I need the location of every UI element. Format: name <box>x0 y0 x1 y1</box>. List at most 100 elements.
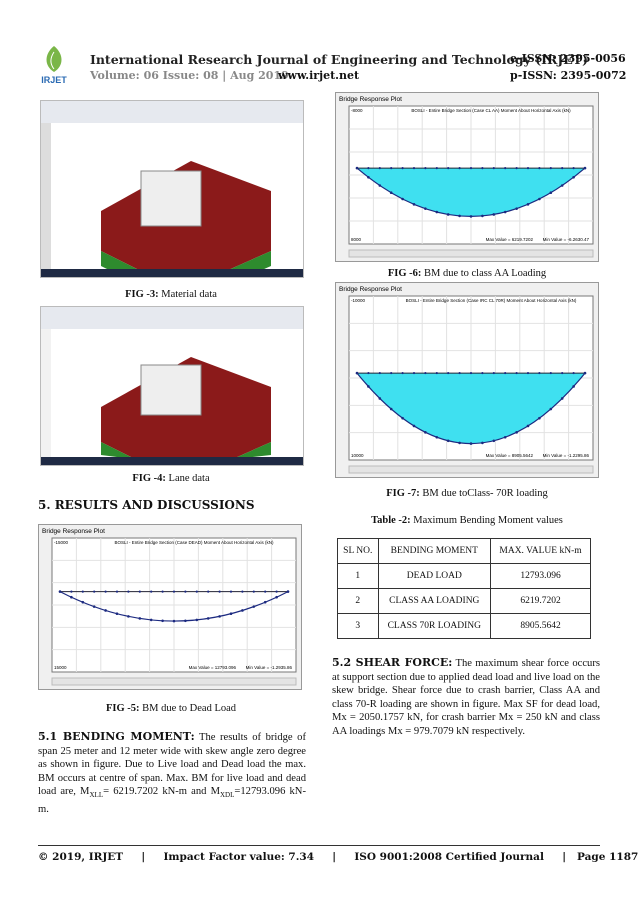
text: Maximum Bending Moment values <box>413 515 563 526</box>
caption: FIG -7: BM due toClass- 70R loading <box>335 488 599 499</box>
footer-rule <box>38 845 600 846</box>
bm-node <box>561 371 564 375</box>
bm-node <box>526 371 530 375</box>
max-value: Max Value = 6219.7202 <box>486 237 534 242</box>
bm-node <box>549 167 552 170</box>
bm-node <box>572 385 575 388</box>
bm-node <box>58 590 62 593</box>
bm-node <box>378 371 381 375</box>
bm-node <box>572 175 575 179</box>
table-row: 1 DEAD LOAD 12793.096 <box>337 563 591 589</box>
bm-node <box>367 385 370 388</box>
bm-node <box>583 167 587 170</box>
bm-node <box>572 167 575 170</box>
bm-node <box>93 590 96 593</box>
bm-node <box>172 619 176 623</box>
text: XLL <box>89 791 104 800</box>
bm-node <box>412 371 416 375</box>
bm-node <box>424 167 427 170</box>
bm-node <box>150 590 153 593</box>
bm-node <box>515 431 518 434</box>
text: Material data <box>161 289 217 300</box>
bm-node <box>275 595 278 599</box>
bm-node <box>161 590 164 593</box>
text: 5.2 SHEAR FORCE: <box>332 656 453 669</box>
text: CLASS AA LOADING <box>377 588 492 614</box>
text: The maximum shear force occurs at suppor… <box>332 658 600 737</box>
bm-node <box>492 371 495 375</box>
bm-node <box>424 371 427 375</box>
bm-node <box>241 609 244 612</box>
text: Table -2: <box>371 515 411 526</box>
bm-node <box>481 371 484 375</box>
bm-node <box>549 407 553 411</box>
bm-node <box>446 213 450 216</box>
bm-plot: Bridge Response Plot BOSLI - Entire Bridg… <box>335 92 599 262</box>
bm-node <box>92 605 96 608</box>
caption: Table -2: Maximum Bending Moment values <box>335 515 599 526</box>
bm-node <box>81 590 84 593</box>
text: FIG -4: <box>132 473 166 484</box>
plot-heading: BOSLI - Entire Bridge Section (Case DEAD… <box>114 540 274 545</box>
bm-node <box>458 167 461 170</box>
bm-node <box>526 203 530 206</box>
bm-node <box>583 371 587 375</box>
axis-top: -10000 <box>351 298 366 303</box>
bm-node <box>138 590 141 593</box>
bm-node <box>481 214 484 218</box>
bm-node <box>172 590 176 593</box>
scrollbar <box>348 249 594 258</box>
bm-node <box>458 214 461 218</box>
bm-node <box>390 167 393 170</box>
bm-node <box>104 609 107 612</box>
bm-node <box>401 197 404 201</box>
caption: FIG -6: BM due to class AA Loading <box>335 268 599 279</box>
min-value: Min Value = -1.2295.86 <box>543 453 590 458</box>
text: Lane data <box>168 473 210 484</box>
bm-node <box>207 590 210 593</box>
min-value: Min Value = -6.2630.47 <box>543 237 590 242</box>
paragraph: 5.2 SHEAR FORCE: The maximum shear force… <box>332 656 600 739</box>
bm-node <box>492 167 495 170</box>
bm-node <box>195 590 198 593</box>
axis-bottom: 8000 <box>351 237 362 242</box>
bm-node <box>401 167 404 170</box>
bm-node <box>515 207 518 210</box>
bm-node <box>469 442 473 445</box>
bm-node <box>538 416 541 420</box>
bm-node <box>447 167 450 170</box>
bm-node <box>412 167 416 170</box>
bm-node <box>538 371 541 375</box>
bm-node <box>206 617 210 620</box>
pissn: p-ISSN: 2395-0072 <box>510 69 627 82</box>
table-header: SL NO. BENDING MOMENT MAX. VALUE kN-m <box>337 538 591 564</box>
eissn: e-ISSN: 2395-0056 <box>510 52 626 65</box>
bm-node <box>435 210 439 214</box>
bm-node <box>526 424 530 428</box>
text: ISO 9001:2008 Certified Journal <box>354 851 544 863</box>
scrollbar <box>51 677 297 686</box>
scrollbar <box>348 465 594 474</box>
text: Page 1187 <box>577 851 638 863</box>
text: BM due to Dead Load <box>142 703 237 714</box>
bm-node <box>70 590 73 593</box>
bm-node <box>229 612 233 616</box>
text: BM due toClass- 70R loading <box>422 488 548 499</box>
plot-heading: BOSLI - Entire Bridge Section (Case CL A… <box>411 108 571 113</box>
bm-node <box>184 619 187 623</box>
text: MAX. VALUE kN-m <box>490 538 591 564</box>
bm-node <box>469 215 473 218</box>
bm-node <box>412 424 416 428</box>
window-title: Bridge Response Plot <box>42 528 105 535</box>
bm-node <box>492 213 496 216</box>
bm-node <box>561 167 564 170</box>
paragraph: 5.1 BENDING MOMENT: The results of bridg… <box>38 730 306 817</box>
caption: FIG -3: Material data <box>40 289 302 300</box>
bm-node <box>286 590 290 593</box>
screenshot-material <box>40 100 304 278</box>
bm-node <box>263 600 267 604</box>
plot-heading: BOSLI - Entire Bridge Section (Case IRC … <box>406 298 577 303</box>
bm-node <box>538 167 541 170</box>
bm-node <box>435 435 439 439</box>
footer: © 2019, IRJET | Impact Factor value: 7.3… <box>38 851 638 863</box>
